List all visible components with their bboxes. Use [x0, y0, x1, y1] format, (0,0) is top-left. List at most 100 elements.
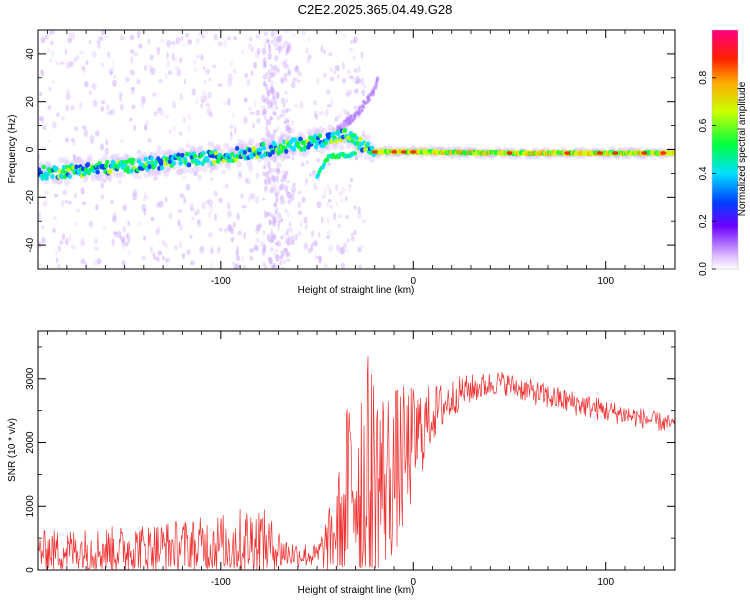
noise-speckle — [228, 166, 232, 173]
noise-band-speckle — [274, 248, 278, 253]
noise-band-speckle — [270, 102, 273, 108]
noise-speckle — [119, 138, 125, 143]
noise-speckle — [104, 147, 109, 156]
hotspot-point — [660, 151, 667, 155]
main-track-halo — [317, 126, 324, 134]
noise-speckle — [255, 50, 260, 59]
noise-speckle — [94, 238, 98, 244]
noise-speckle — [68, 32, 73, 38]
noise-speckle — [64, 48, 68, 55]
noise-band-speckle — [272, 218, 277, 227]
noise-speckle — [80, 238, 86, 247]
noise-speckle — [295, 64, 299, 71]
noise-band-speckle — [278, 162, 282, 168]
noise-speckle — [313, 110, 318, 118]
noise-band-speckle — [285, 64, 290, 70]
noise-speckle — [197, 219, 202, 228]
noise-speckle — [236, 171, 240, 176]
main-track-point — [125, 165, 130, 171]
noise-band-speckle — [285, 72, 291, 77]
noise-speckle — [97, 43, 101, 50]
main-track-point — [83, 167, 89, 173]
noise-speckle — [167, 167, 171, 171]
noise-speckle — [156, 51, 160, 55]
noise-speckle — [313, 186, 319, 191]
main-track-point — [279, 148, 284, 154]
noise-speckle — [294, 233, 299, 241]
main-track-point — [317, 133, 323, 139]
noise-band-speckle — [273, 129, 278, 133]
noise-band-speckle — [263, 41, 267, 50]
noise-band-speckle — [267, 52, 272, 60]
noise-speckle — [200, 103, 204, 109]
noise-band-speckle — [264, 265, 268, 269]
colorbar-label: Normalized spectral amplitude — [737, 81, 748, 216]
noise-speckle — [119, 103, 124, 111]
chart-title: C2E2.2025.365.04.49.G28 — [298, 2, 453, 17]
rising-branch-point — [358, 105, 362, 110]
noise-speckle — [330, 98, 333, 107]
main-track-halo — [165, 165, 172, 173]
noise-speckle — [157, 225, 161, 234]
noise-speckle — [213, 190, 219, 197]
main-track-halo — [122, 153, 129, 161]
noise-band-speckle — [261, 197, 266, 201]
x-tick-label: 100 — [597, 577, 614, 588]
noise-speckle — [152, 252, 156, 258]
noise-speckle — [326, 229, 332, 237]
noise-band-speckle — [279, 195, 285, 202]
noise-speckle — [129, 34, 135, 41]
main-track-halo — [138, 154, 145, 162]
noise-speckle — [129, 49, 135, 54]
noise-band-speckle — [283, 209, 288, 213]
noise-band-speckle — [285, 123, 291, 131]
noise-speckle — [145, 119, 149, 127]
main-track-halo — [62, 157, 69, 165]
noise-speckle — [290, 120, 294, 126]
noise-speckle — [161, 239, 166, 246]
noise-speckle — [197, 174, 202, 181]
noise-speckle — [55, 257, 59, 264]
noise-speckle — [325, 235, 330, 239]
noise-band-speckle — [268, 218, 272, 225]
noise-speckle — [314, 255, 319, 261]
noise-speckle — [240, 192, 244, 200]
noise-speckle — [186, 143, 190, 148]
noise-speckle — [130, 56, 134, 65]
noise-speckle — [340, 186, 346, 193]
noise-speckle — [284, 124, 290, 129]
noise-speckle — [155, 256, 161, 263]
noise-speckle — [230, 61, 233, 66]
noise-speckle — [334, 118, 338, 122]
noise-speckle — [155, 228, 160, 236]
noise-band-speckle — [283, 72, 287, 79]
noise-band-speckle — [263, 99, 267, 103]
noise-speckle — [235, 266, 239, 269]
noise-speckle — [321, 195, 326, 199]
noise-band-speckle — [270, 133, 275, 141]
noise-band-speckle — [266, 160, 271, 169]
noise-speckle — [97, 35, 103, 41]
noise-speckle — [332, 212, 337, 221]
y-tick-label: -40 — [25, 237, 36, 252]
noise-band-speckle — [265, 86, 269, 91]
noise-speckle — [118, 179, 122, 184]
noise-speckle — [122, 262, 125, 268]
noise-speckle — [267, 76, 271, 83]
noise-speckle — [182, 199, 187, 204]
main-track-point — [365, 141, 371, 147]
noise-speckle — [342, 61, 345, 70]
noise-speckle — [249, 192, 255, 200]
noise-speckle — [294, 66, 299, 73]
noise-speckle — [224, 183, 229, 190]
noise-speckle — [201, 99, 205, 104]
noise-speckle — [346, 237, 350, 244]
noise-speckle — [326, 104, 332, 108]
noise-speckle — [50, 41, 53, 47]
noise-speckle — [252, 122, 255, 129]
noise-band-speckle — [272, 111, 277, 117]
noise-band-speckle — [280, 97, 285, 104]
rising-branch-point — [372, 90, 376, 95]
noise-speckle — [342, 108, 348, 115]
noise-speckle — [141, 95, 146, 104]
